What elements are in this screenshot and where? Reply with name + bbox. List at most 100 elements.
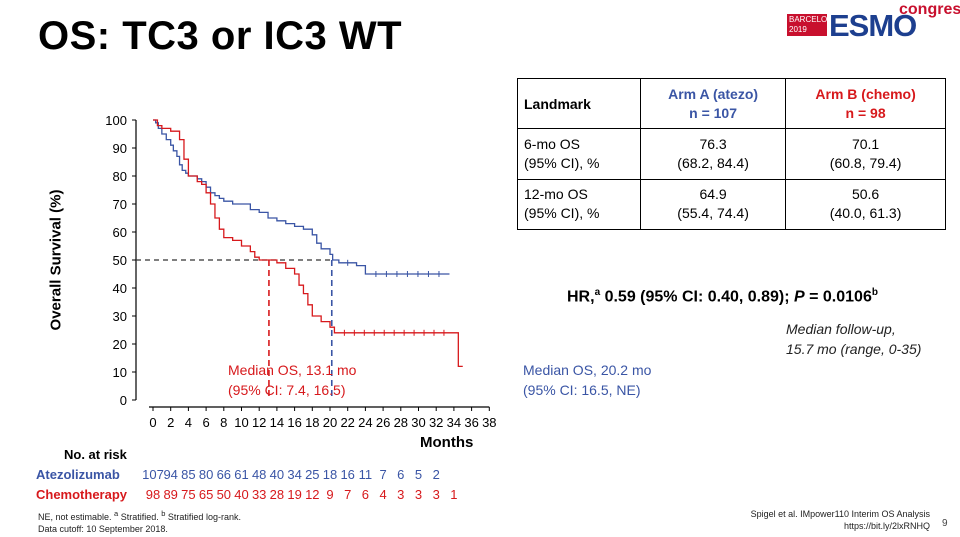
logo-year: 2019	[789, 25, 807, 34]
cell-arm-b: 70.1 (60.8, 79.4)	[785, 128, 946, 180]
median-atezo-line1: Median OS, 20.2 mo	[523, 362, 652, 378]
x-tick-label: 16	[287, 415, 301, 430]
hr-sup-a: a	[594, 287, 601, 298]
table-header-row: Landmark Arm A (atezo) n = 107 Arm B (ch…	[517, 77, 946, 130]
risk-count-chemo: 89	[163, 487, 178, 502]
y-tick-label: 0	[120, 393, 127, 408]
risk-table-title: No. at risk	[64, 447, 127, 462]
risk-count-atezo: 16	[340, 467, 355, 482]
risk-row-label-chemo: Chemotherapy	[36, 487, 128, 502]
page-number: 9	[942, 518, 948, 529]
risk-count-atezo: 48	[251, 467, 267, 482]
y-tick-label: 10	[113, 365, 127, 380]
risk-count-atezo: 25	[305, 467, 320, 482]
risk-count-atezo: 34	[287, 467, 302, 482]
median-atezo-annotation: Median OS, 20.2 mo (95% CI: 16.5, NE)	[523, 360, 651, 400]
risk-count-chemo: 65	[198, 487, 214, 502]
risk-count-atezo: 80	[198, 467, 214, 482]
y-tick-label: 60	[113, 225, 127, 240]
cell-arm-a: 64.9 (55.4, 74.4)	[639, 178, 787, 231]
risk-count-atezo: 85	[181, 467, 196, 482]
y-tick-label: 30	[113, 309, 127, 324]
footnote-ne: NE, not estimable.	[38, 512, 115, 522]
hr-prefix: HR,	[567, 288, 595, 306]
risk-count-chemo: 3	[397, 487, 405, 502]
logo-city: BARCELONA	[789, 15, 839, 24]
x-tick-label: 8	[220, 415, 227, 430]
citation-text: Spigel et al. IMpower110 Interim OS Anal…	[750, 509, 930, 519]
row-label-line1: 6-mo OS	[524, 135, 581, 152]
x-tick-label: 0	[149, 415, 156, 430]
risk-count-chemo: 9	[326, 487, 334, 502]
risk-count-chemo: 40	[234, 487, 249, 502]
y-tick-label: 50	[113, 253, 127, 268]
cell-value: 76.3	[699, 135, 727, 152]
x-tick-label: 4	[185, 415, 192, 430]
median-chemo-line1: Median OS, 13.1 mo	[228, 362, 357, 378]
median-chemo-annotation: Median OS, 13.1 mo (95% CI: 7.4, 16.5)	[228, 360, 356, 400]
risk-count-chemo: 12	[305, 487, 320, 502]
risk-count-atezo: 66	[216, 467, 232, 482]
footnote-line1: NE, not estimable. a Stratified. b Strat…	[38, 508, 241, 523]
cell-ci: (40.0, 61.3)	[829, 205, 902, 222]
risk-count-atezo: 40	[269, 467, 285, 482]
followup-line1: Median follow-up,	[786, 321, 896, 337]
arm-a-n: n = 107	[689, 104, 738, 121]
risk-count-atezo: 2	[432, 467, 440, 482]
y-tick-label: 100	[105, 113, 127, 128]
row-label-line1: 12-mo OS	[524, 186, 588, 203]
footnote-cutoff: Data cutoff: 10 September 2018.	[38, 524, 168, 534]
cell-ci: (55.4, 74.4)	[677, 205, 749, 222]
risk-count-chemo: 75	[181, 487, 196, 502]
risk-count-chemo: 50	[216, 487, 232, 502]
x-tick-label: 12	[252, 415, 266, 430]
arm-a-name: Arm A (atezo)	[668, 85, 759, 102]
x-tick-label: 10	[234, 415, 248, 430]
km-curve-atezo	[153, 119, 450, 275]
cell-ci: (68.2, 84.4)	[677, 154, 749, 171]
arm-b-n: n = 98	[845, 104, 886, 121]
km-curve-chemo	[153, 119, 463, 368]
citation-link[interactable]: https://bit.ly/2lxRNHQ	[843, 521, 930, 531]
x-tick-label: 26	[376, 415, 390, 430]
landmark-table: Landmark Arm A (atezo) n = 107 Arm B (ch…	[517, 77, 946, 231]
row-label: 6-mo OS (95% CI), %	[517, 128, 641, 180]
hr-eq: = 0.0106	[804, 288, 872, 306]
footnote-stratified: Stratified.	[118, 512, 162, 522]
x-tick-label: 30	[411, 415, 425, 430]
hazard-ratio-text: HR,a 0.59 (95% CI: 0.40, 0.89); P = 0.01…	[567, 287, 878, 306]
footnote: NE, not estimable. a Stratified. b Strat…	[38, 508, 241, 535]
risk-count-chemo: 3	[432, 487, 440, 502]
arm-b-name: Arm B (chemo)	[815, 85, 916, 102]
risk-count-chemo: 7	[344, 487, 352, 502]
x-tick-label: 20	[323, 415, 337, 430]
x-tick-label: 14	[270, 415, 284, 430]
cell-value: 70.1	[851, 135, 880, 152]
risk-count-chemo: 28	[269, 487, 285, 502]
table-row: 6-mo OS (95% CI), % 76.3 (68.2, 84.4) 70…	[517, 128, 946, 180]
risk-count-chemo: 6	[361, 487, 369, 502]
y-axis-label: Overall Survival (%)	[47, 189, 65, 331]
risk-count-atezo: 107	[142, 467, 164, 482]
x-tick-label: 32	[429, 415, 443, 430]
hr-text: 0.59 (95% CI: 0.40, 0.89);	[600, 288, 794, 306]
x-tick-label: 28	[394, 415, 408, 430]
x-tick-label: 36	[464, 415, 478, 430]
risk-count-chemo: 33	[251, 487, 267, 502]
row-label-line2: (95% CI), %	[524, 205, 600, 222]
risk-count-atezo: 6	[397, 467, 405, 482]
table-header-arm-b: Arm B (chemo) n = 98	[785, 77, 946, 130]
page-title: OS: TC3 or IC3 WT	[38, 14, 403, 58]
risk-count-chemo: 4	[379, 487, 387, 502]
x-tick-label: 18	[305, 415, 319, 430]
row-label-line2: (95% CI), %	[524, 154, 600, 171]
esmo-logo: BARCELONA 2019 ESMO congress	[787, 1, 960, 44]
cell-arm-b: 50.6 (40.0, 61.3)	[785, 178, 946, 231]
y-tick-label: 40	[113, 281, 127, 296]
footnote-logrank: Stratified log-rank.	[165, 512, 241, 522]
risk-row-label-atezo: Atezolizumab	[36, 467, 120, 482]
x-tick-label: 2	[167, 415, 174, 430]
table-header-landmark: Landmark	[517, 77, 641, 130]
x-tick-label: 6	[202, 415, 209, 430]
